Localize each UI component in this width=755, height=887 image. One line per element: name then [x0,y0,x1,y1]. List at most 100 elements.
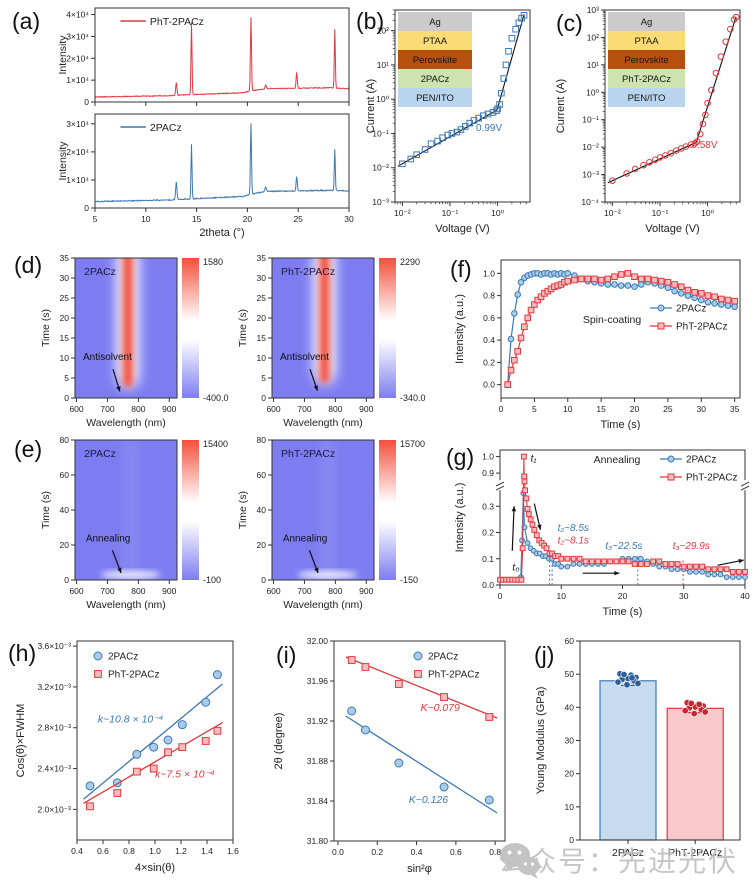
watermark: 公众号：先进光伏 [498,840,738,880]
svg-text:10¹: 10¹ [377,60,389,70]
svg-text:-340.0: -340.0 [400,393,426,403]
svg-text:PEN/ITO: PEN/ITO [628,93,666,104]
svg-text:10: 10 [60,353,70,363]
svg-text:60: 60 [60,470,70,480]
svg-text:Wavelength (nm): Wavelength (nm) [86,417,166,429]
svg-text:PhT-2PACz: PhT-2PACz [668,847,722,859]
svg-text:0: 0 [64,393,69,403]
stack-layer [608,88,685,107]
svg-text:PEN/ITO: PEN/ITO [416,93,454,104]
svg-text:20: 20 [60,540,70,550]
panel-label-b: (b) [356,8,385,34]
svg-text:0.0: 0.0 [483,380,495,390]
sclc-chart-pht2pacz: 10⁻² 10⁻¹ 10⁰ 10⁻⁴ 10⁻³ 10⁻² 10⁻¹ 10⁰ 10¹ 10² 10³ 0… [555,5,741,235]
svg-text:0.6: 0.6 [97,846,109,856]
svg-text:0.8: 0.8 [123,846,135,856]
svg-text:PhT-2PACz: PhT-2PACz [281,448,335,460]
svg-text:2PACz: 2PACz [421,74,450,85]
svg-text:Perovskite: Perovskite [624,55,668,66]
data-point [690,710,698,718]
svg-text:2PACz: 2PACz [150,122,182,134]
svg-text:PhT-2PACz: PhT-2PACz [150,16,204,28]
svg-text:10⁰: 10⁰ [701,208,714,218]
svg-text:35: 35 [257,253,267,263]
svg-text:20: 20 [243,214,253,224]
svg-text:15: 15 [192,214,202,224]
panel-label-h: (h) [8,640,37,666]
svg-text:15400: 15400 [203,439,228,449]
stack-layer [398,69,472,88]
svg-text:PTAA: PTAA [634,36,659,47]
svg-text:10: 10 [557,591,567,601]
colorbar [379,440,396,580]
svg-text:80: 80 [257,435,267,445]
svg-text:60: 60 [257,470,267,480]
svg-text:10⁻³: 10⁻³ [372,197,389,207]
svg-text:30: 30 [60,273,70,283]
panel-label-a: (a) [12,8,41,34]
svg-text:5: 5 [93,214,98,224]
svg-text:t₂~8.1s: t₂~8.1s [558,536,589,547]
svg-text:Intensity: Intensity [57,35,69,75]
svg-text:31.96: 31.96 [307,676,329,686]
svg-text:15700: 15700 [400,439,425,449]
svg-text:0: 0 [499,404,504,414]
williamson-hall-chart: 0.4 0.6 0.8 1.0 1.2 1.4 1.6 2.0×10⁻³ 2.4×10⁻³ 2.8… [15,640,239,874]
svg-text:2PACz: 2PACz [612,847,644,859]
stack-layer [608,12,685,31]
svg-text:31.84: 31.84 [307,796,329,806]
panel-label-g: (g) [446,444,475,470]
svg-text:900: 900 [162,586,176,596]
svg-text:30: 30 [257,273,267,283]
svg-text:1.6: 1.6 [227,846,239,856]
svg-text:Voltage (V): Voltage (V) [645,223,699,235]
svg-text:Intensity (a.u.): Intensity (a.u.) [454,294,466,364]
svg-text:900: 900 [359,404,373,414]
svg-text:2PACz: 2PACz [84,266,116,278]
panel-label-i: (i) [276,642,297,668]
svg-text:40: 40 [257,505,267,515]
svg-text:10: 10 [141,214,151,224]
svg-text:25: 25 [257,293,267,303]
svg-text:10: 10 [565,802,575,812]
stack-layer [608,69,685,88]
stack-layer [398,88,472,107]
svg-text:0: 0 [261,393,266,403]
svg-text:40: 40 [60,505,70,515]
stack-layer [608,31,685,50]
svg-text:800: 800 [328,586,342,596]
svg-text:t₁: t₁ [531,454,537,465]
svg-text:20: 20 [60,313,70,323]
svg-text:1580: 1580 [203,257,223,267]
svg-text:Current (A): Current (A) [365,79,377,133]
stack-layer [608,50,685,69]
svg-text:Current (A): Current (A) [555,79,567,133]
svg-text:10³: 10³ [587,5,599,15]
svg-text:32.00: 32.00 [307,636,329,646]
svg-text:10²: 10² [587,32,599,42]
svg-text:2theta (°): 2theta (°) [199,227,244,239]
svg-text:0.2: 0.2 [371,847,383,857]
svg-text:10: 10 [563,404,573,414]
svg-text:Time (s): Time (s) [237,491,249,529]
panel-label-c: (c) [556,10,583,36]
sclc-chart-2pacz: 10⁻² 10⁻¹ 10⁰ 10⁻³ 10⁻² 10⁻¹ 10⁰ 10¹ 10² 0.99V Ag P… [365,9,531,235]
svg-text:600: 600 [69,586,83,596]
svg-text:1×10⁴: 1×10⁴ [66,175,89,185]
stack-layer [398,50,472,69]
svg-text:Wavelength (nm): Wavelength (nm) [283,417,363,429]
svg-text:30: 30 [679,591,689,601]
svg-text:10⁰: 10⁰ [586,87,599,97]
svg-text:Perovskite: Perovskite [413,55,457,66]
svg-text:0.4: 0.4 [411,847,423,857]
svg-text:0.9: 0.9 [482,468,494,478]
annealing-chart: 0 10 20 30 40 0.0 0.1 0.2 0.3 0.9 1.0 t₀ t₁ t₂~8.5s t₂… [454,449,750,618]
svg-text:sin²φ: sin²φ [407,863,432,875]
xrd-trace [94,123,350,203]
svg-text:PhT-2PACz: PhT-2PACz [108,670,160,681]
svg-text:10⁰: 10⁰ [491,208,504,218]
svg-text:Time (s): Time (s) [40,491,52,529]
svg-text:40: 40 [565,702,575,712]
svg-text:Time (s): Time (s) [237,309,249,347]
panel-label-e: (e) [14,436,43,462]
